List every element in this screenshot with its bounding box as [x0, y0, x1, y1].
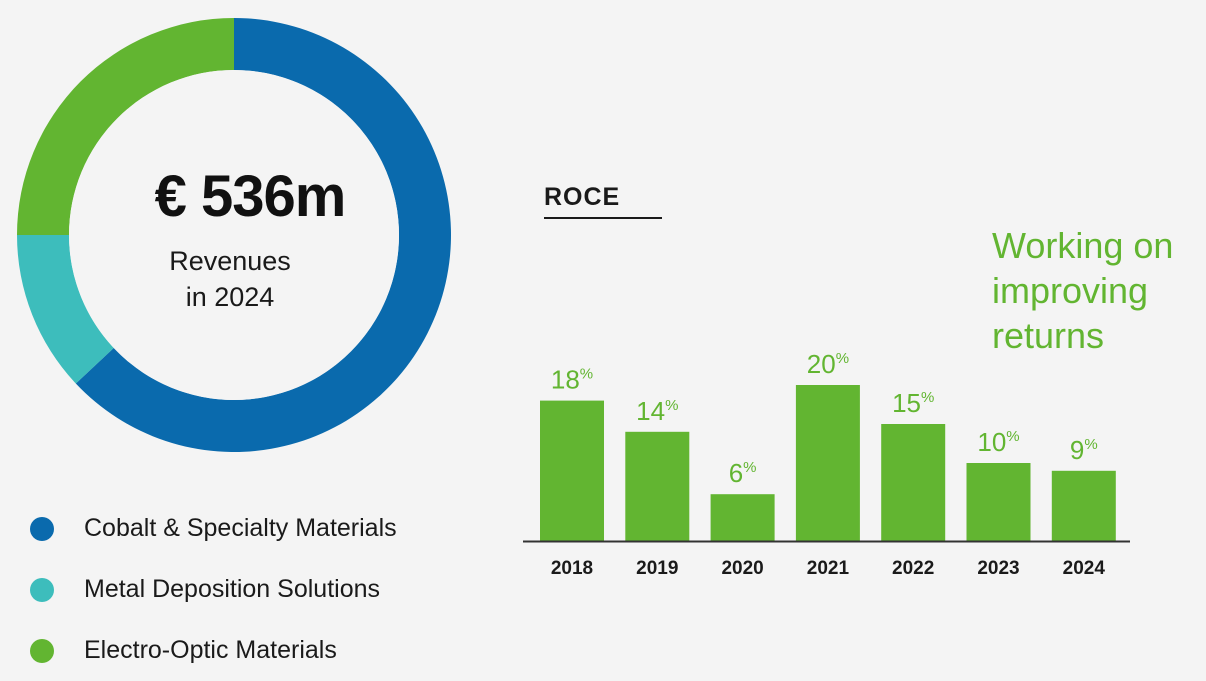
roce-bar-chart: 18% 2018 14% 2019 6% 2020 20% 2021 15% 2022 10% 202…: [523, 349, 1130, 579]
bar-value-label: 14%: [636, 396, 678, 426]
roce-title-underline: [544, 217, 662, 219]
x-tick-label: 2023: [977, 558, 1019, 579]
x-tick-label: 2022: [892, 558, 934, 579]
legend-dot-icon: [30, 638, 54, 663]
bar-value-label: 15%: [892, 388, 934, 418]
annotation-line1: Working on: [992, 225, 1174, 266]
annotation-line2: improving: [992, 270, 1149, 311]
bar-value-label: 9%: [1070, 435, 1098, 465]
revenue-donut-chart: [17, 18, 451, 452]
revenue-caption-line1: Revenues: [169, 246, 291, 276]
x-tick-label: 2020: [721, 558, 763, 579]
revenue-amount: € 536m: [154, 164, 347, 229]
bar-2024: [1051, 470, 1116, 541]
donut-slice-electro-optic: [17, 18, 234, 235]
bar-2020: [710, 494, 775, 541]
segment-legend: Cobalt & Specialty Materials Metal Depos…: [30, 498, 397, 681]
donut-hole: [69, 70, 399, 400]
annotation-line3: returns: [992, 315, 1105, 356]
legend-item-cobalt: Cobalt & Specialty Materials: [30, 498, 397, 559]
legend-dot-icon: [30, 577, 54, 602]
donut-slice-cobalt: [75, 18, 451, 452]
x-tick-label: 2018: [551, 558, 593, 579]
bar-2021: [795, 385, 860, 541]
x-tick-label: 2019: [636, 558, 678, 579]
bar-value-label: 6%: [729, 458, 757, 488]
legend-item-electro-optic: Electro-Optic Materials: [30, 620, 397, 681]
legend-dot-icon: [30, 516, 54, 541]
bar-2019: [625, 431, 690, 541]
legend-item-metal-deposition: Metal Deposition Solutions: [30, 559, 397, 620]
bar-2023: [966, 463, 1031, 541]
legend-label: Metal Deposition Solutions: [84, 575, 380, 603]
bar-value-label: 18%: [551, 365, 593, 395]
donut-slice-metal-deposition: [17, 235, 114, 384]
bar-2022: [881, 424, 946, 541]
x-tick-label: 2021: [807, 558, 850, 579]
roce-title: ROCE: [544, 183, 621, 211]
legend-label: Cobalt & Specialty Materials: [84, 514, 397, 542]
bar-value-label: 10%: [977, 427, 1019, 457]
revenue-caption: Revenues in 2024: [30, 243, 430, 315]
revenue-caption-line2: in 2024: [185, 282, 275, 312]
x-tick-label: 2024: [1063, 558, 1106, 579]
roce-annotation: Working on improving returns: [992, 223, 1202, 358]
legend-label: Electro-Optic Materials: [84, 636, 337, 664]
bar-value-label: 20%: [807, 349, 849, 379]
bar-2018: [540, 400, 604, 541]
